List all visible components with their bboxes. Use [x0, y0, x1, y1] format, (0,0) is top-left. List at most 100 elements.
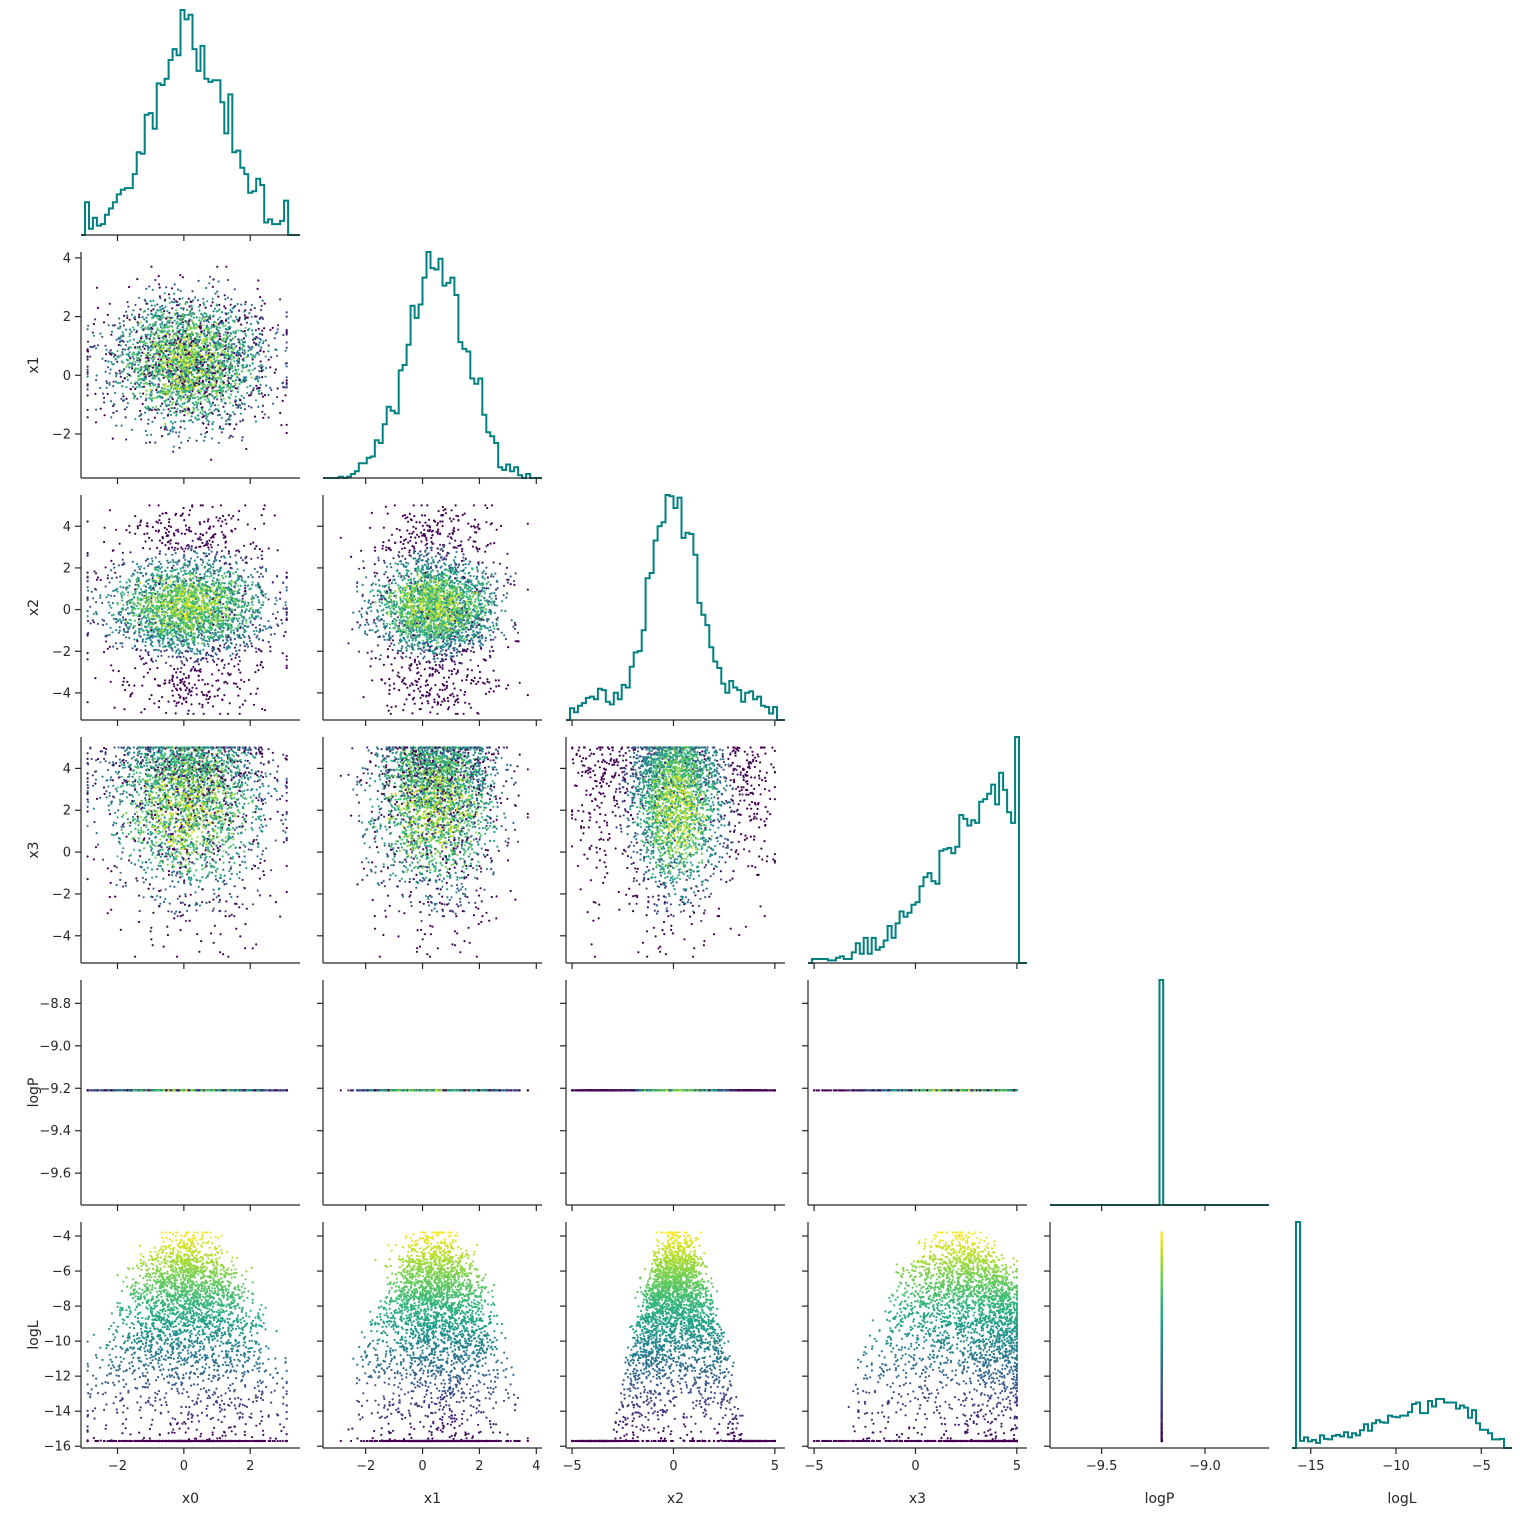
scatter-point	[192, 402, 194, 404]
scatter-point	[124, 349, 126, 351]
scatter-point	[127, 402, 129, 404]
scatter-point	[175, 431, 177, 433]
scatter-point	[146, 303, 148, 305]
scatter-point	[251, 316, 253, 318]
scatter-point	[106, 387, 108, 389]
scatter-point	[221, 320, 223, 322]
scatter-point	[224, 365, 226, 367]
scatter-point	[264, 376, 266, 378]
scatter-point	[112, 438, 114, 440]
scatter-point	[103, 401, 105, 403]
scatter-point	[243, 357, 245, 359]
scatter-point	[196, 346, 198, 348]
scatter-point	[233, 360, 235, 362]
scatter-point	[116, 339, 118, 341]
scatter-point	[265, 356, 267, 358]
scatter-point	[172, 451, 174, 453]
scatter-point	[206, 300, 208, 302]
scatter-point	[151, 348, 153, 350]
scatter-point	[199, 412, 201, 414]
scatter-point	[189, 326, 191, 328]
scatter-point	[240, 413, 242, 415]
scatter-panel-x1-vs-x0	[87, 266, 288, 461]
scatter-point	[142, 393, 144, 395]
scatter-point	[181, 406, 183, 408]
scatter-point	[118, 317, 120, 319]
scatter-point	[128, 366, 130, 368]
scatter-point	[211, 391, 213, 393]
scatter-point	[195, 361, 197, 363]
scatter-point	[143, 379, 145, 381]
scatter-point	[202, 410, 204, 412]
scatter-point	[180, 399, 182, 401]
scatter-point	[207, 423, 209, 425]
scatter-point	[268, 416, 270, 418]
scatter-point	[160, 405, 162, 407]
scatter-point	[125, 366, 127, 368]
scatter-point	[212, 402, 214, 404]
scatter-point	[126, 301, 128, 303]
scatter-point	[149, 357, 151, 359]
scatter-point	[274, 348, 276, 350]
scatter-point	[158, 383, 160, 385]
scatter-point	[138, 316, 140, 318]
scatter-point	[121, 351, 123, 353]
scatter-point	[128, 359, 130, 361]
scatter-point	[211, 423, 213, 425]
scatter-point	[214, 308, 216, 310]
scatter-point	[269, 366, 271, 368]
scatter-point	[127, 373, 129, 375]
scatter-point	[224, 384, 226, 386]
scatter-point	[147, 314, 149, 316]
scatter-point	[174, 283, 176, 285]
scatter-point	[182, 324, 184, 326]
scatter-point	[233, 357, 235, 359]
scatter-point	[213, 386, 215, 388]
scatter-point	[279, 298, 281, 300]
scatter-point	[144, 348, 146, 350]
scatter-point	[247, 354, 249, 356]
scatter-point	[129, 328, 131, 330]
scatter-point	[181, 380, 183, 382]
scatter-point	[159, 341, 161, 343]
scatter-point	[239, 399, 241, 401]
scatter-point	[286, 365, 288, 367]
scatter-point	[235, 330, 237, 332]
scatter-point	[214, 383, 216, 385]
scatter-point	[250, 348, 252, 350]
scatter-point	[239, 404, 241, 406]
scatter-point	[87, 409, 89, 411]
scatter-point	[200, 331, 202, 333]
scatter-point	[149, 408, 151, 410]
scatter-point	[185, 321, 187, 323]
scatter-point	[215, 385, 217, 387]
scatter-point	[232, 338, 234, 340]
scatter-point	[225, 320, 227, 322]
scatter-point	[254, 356, 256, 358]
scatter-point	[140, 414, 142, 416]
scatter-point	[129, 319, 131, 321]
scatter-point	[169, 410, 171, 412]
scatter-point	[128, 346, 130, 348]
scatter-point	[196, 385, 198, 387]
scatter-point	[118, 344, 120, 346]
scatter-point	[213, 321, 215, 323]
scatter-point	[246, 322, 248, 324]
scatter-point	[238, 339, 240, 341]
scatter-point	[227, 317, 229, 319]
scatter-point	[147, 308, 149, 310]
scatter-point	[286, 316, 288, 318]
scatter-point	[157, 310, 159, 312]
scatter-point	[204, 368, 206, 370]
scatter-point	[163, 366, 165, 368]
scatter-point	[199, 334, 201, 336]
scatter-point	[147, 423, 149, 425]
scatter-point	[212, 310, 214, 312]
scatter-point	[249, 385, 251, 387]
scatter-point	[203, 302, 205, 304]
scatter-point	[199, 322, 201, 324]
scatter-point	[140, 321, 142, 323]
scatter-point	[147, 326, 149, 328]
scatter-point	[89, 356, 91, 358]
scatter-point	[148, 375, 150, 377]
